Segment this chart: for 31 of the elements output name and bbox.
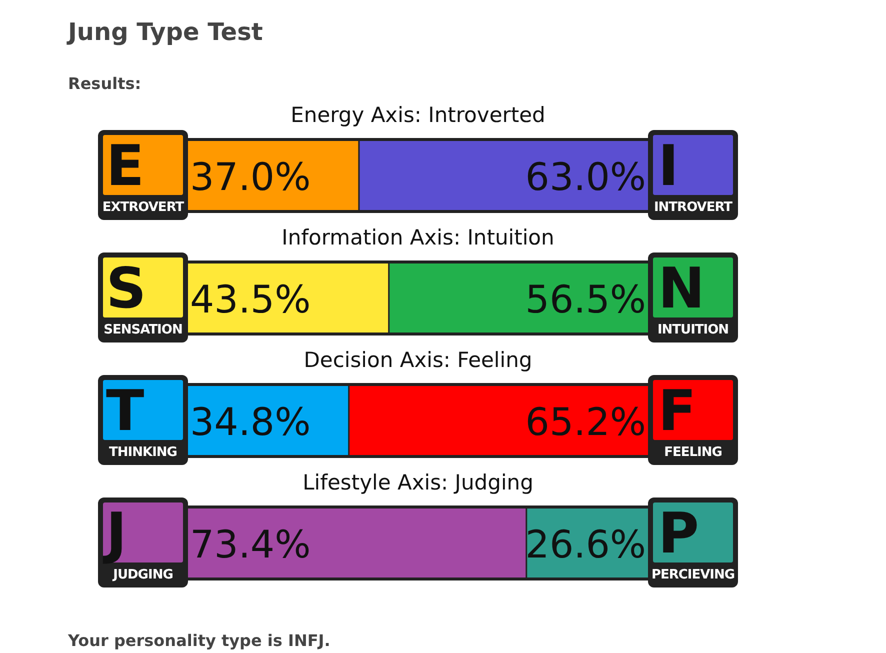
data-label: 34.8%	[190, 400, 311, 444]
text: Jung Type Test	[66, 18, 263, 46]
text: I	[658, 134, 679, 199]
series-label: EXTROVERT	[102, 200, 184, 215]
series-label: FEELING	[664, 445, 722, 460]
data-label: 56.5%	[525, 278, 646, 322]
data-label: 43.5%	[190, 278, 311, 322]
data-label: 26.6%	[525, 522, 646, 566]
data-label: 63.0%	[525, 155, 646, 199]
text: Results:	[68, 74, 142, 93]
text: Your personality type is INFJ.	[67, 631, 330, 650]
series-label: INTROVERT	[654, 200, 733, 215]
text: F	[658, 379, 696, 444]
series-label: SENSATION	[104, 322, 182, 338]
text: S	[106, 256, 146, 322]
series-label: INTUITION	[657, 322, 729, 338]
series-label: THINKING	[109, 445, 177, 460]
chart-title: Energy Axis: Introverted	[290, 103, 546, 127]
chart-title: Lifestyle Axis: Judging	[302, 470, 534, 494]
text: J	[102, 502, 127, 566]
text: N	[658, 256, 705, 322]
chart-title: Information Axis: Intuition	[282, 226, 554, 250]
text: E	[106, 134, 144, 199]
data-label: 65.2%	[525, 400, 646, 444]
series-label: PERCIEVING	[651, 568, 735, 582]
text: P	[658, 502, 700, 566]
data-label: 37.0%	[190, 155, 311, 199]
series-label: JUDGING	[112, 568, 173, 582]
text: T	[106, 379, 144, 444]
chart-title: Decision Axis: Feeling	[304, 348, 532, 372]
data-label: 73.4%	[190, 522, 311, 566]
